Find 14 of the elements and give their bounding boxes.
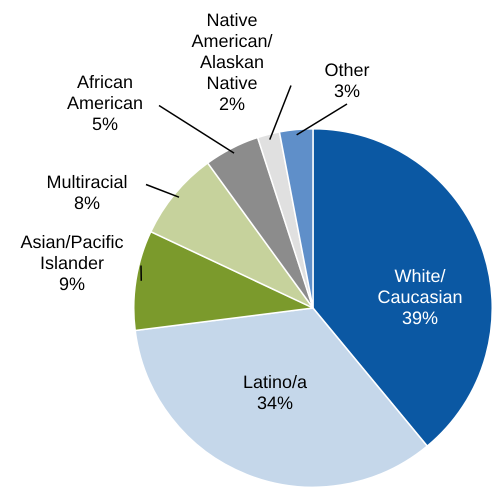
data-label: 3% (334, 80, 360, 101)
data-label: 9% (58, 274, 86, 294)
slice-label: African American (66, 72, 144, 113)
data-label: 5% (92, 114, 118, 134)
slice-label: Native American/Alaskan Native (191, 10, 273, 93)
slice-label: Latino/a (242, 372, 308, 392)
slice-label: White/Caucasian (377, 266, 463, 307)
slice-label: Other (324, 60, 370, 80)
data-label: 34% (256, 392, 294, 413)
slice-label: Multiracial (46, 172, 128, 192)
slice-label: Asian/Pacific Islander (20, 232, 124, 273)
data-label: 39% (402, 308, 438, 328)
data-label: 2% (218, 94, 246, 114)
data-label: 8% (74, 192, 100, 213)
